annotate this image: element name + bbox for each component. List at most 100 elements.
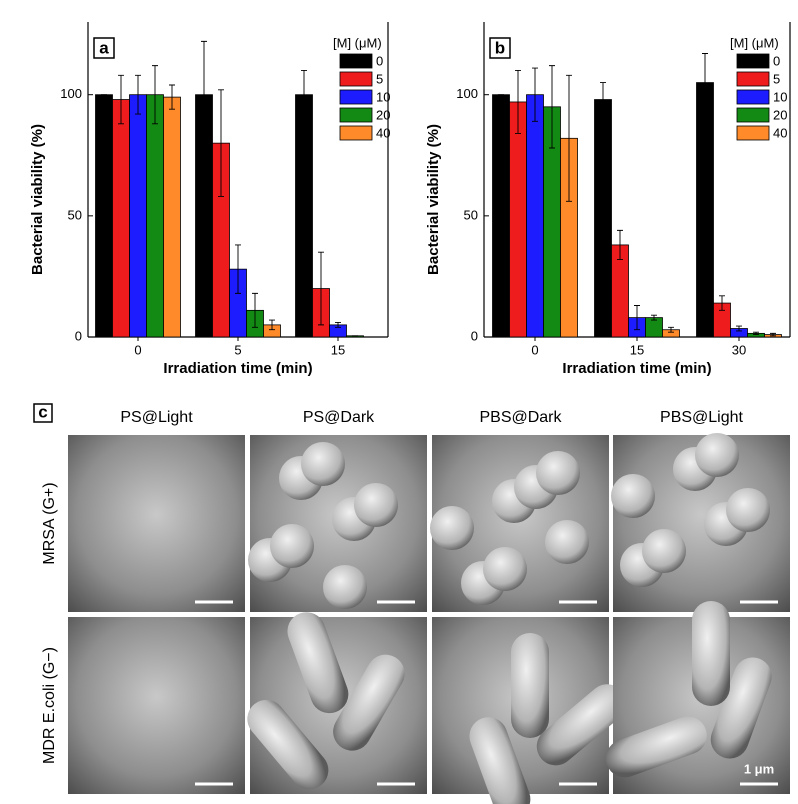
bar xyxy=(146,94,164,338)
legend-label: 40 xyxy=(773,125,787,140)
legend-label: 20 xyxy=(773,107,787,122)
bar xyxy=(112,99,130,338)
y-tick-label: 50 xyxy=(68,207,82,222)
error-bar xyxy=(719,295,725,311)
cell xyxy=(247,699,329,790)
bar xyxy=(696,82,714,338)
x-tick-label: 15 xyxy=(630,342,644,357)
panel-letter-box xyxy=(33,403,53,423)
legend-label: 40 xyxy=(376,125,390,140)
cell xyxy=(605,716,707,778)
cell xyxy=(611,474,655,518)
legend-title: [M] (μM) xyxy=(333,35,382,50)
error-bar xyxy=(318,251,324,326)
legend-label: 10 xyxy=(376,89,390,104)
sem-image xyxy=(68,617,245,794)
sem-image xyxy=(248,435,427,612)
error-bar xyxy=(566,74,572,202)
x-tick-label: 0 xyxy=(134,342,141,357)
bar xyxy=(594,99,612,338)
cell xyxy=(695,433,739,477)
column-label: PBS@Light xyxy=(660,409,744,426)
legend-swatch xyxy=(339,71,373,87)
cell xyxy=(287,612,349,714)
bar xyxy=(526,94,544,338)
cell xyxy=(726,488,770,532)
panel-letter-box xyxy=(93,37,115,59)
error-bar xyxy=(218,89,224,197)
sem-image xyxy=(68,435,245,612)
error-bar xyxy=(169,84,175,110)
y-axis-title: Bacterial viability (%) xyxy=(425,124,442,275)
sem-image xyxy=(247,612,427,794)
column-label: PS@Light xyxy=(120,409,193,426)
error-bar xyxy=(634,305,640,331)
cell xyxy=(301,442,345,486)
error-bar xyxy=(651,314,657,321)
cell xyxy=(430,506,474,550)
legend-label: 10 xyxy=(773,89,787,104)
cell xyxy=(710,657,772,759)
panel-letter: a xyxy=(99,38,109,57)
y-axis-title: Bacterial viability (%) xyxy=(29,124,46,275)
cell xyxy=(536,451,580,495)
legend-swatch xyxy=(736,107,770,123)
legend-label: 5 xyxy=(376,71,383,86)
cell xyxy=(642,529,686,573)
error-bar xyxy=(617,229,623,260)
cell xyxy=(354,483,398,527)
legend-swatch xyxy=(339,125,373,141)
bar xyxy=(509,101,527,338)
error-bar xyxy=(770,332,776,337)
error-bar xyxy=(301,70,307,120)
row-label: MDR E.coli (G−) xyxy=(41,647,58,764)
legend-swatch xyxy=(339,89,373,105)
y-tick-label: 100 xyxy=(60,86,82,101)
cell xyxy=(323,565,367,609)
cell xyxy=(545,520,589,564)
bar xyxy=(645,317,663,338)
row-label: MRSA (G+) xyxy=(41,482,58,564)
bar xyxy=(129,94,147,338)
x-tick-label: 0 xyxy=(531,342,538,357)
legend-label: 0 xyxy=(376,53,383,68)
error-bar xyxy=(269,319,275,331)
error-bar xyxy=(335,322,341,328)
cell xyxy=(469,717,531,804)
bar xyxy=(295,94,313,338)
sem-image xyxy=(611,433,790,612)
error-bar xyxy=(515,70,521,134)
sem-image xyxy=(605,601,790,794)
legend-swatch xyxy=(339,107,373,123)
panel-letter: c xyxy=(38,402,47,421)
scale-bar-label: 1 μm xyxy=(744,761,774,776)
error-bar xyxy=(252,292,258,328)
y-tick-label: 0 xyxy=(75,328,82,343)
legend-swatch xyxy=(736,71,770,87)
legend-label: 5 xyxy=(773,71,780,86)
error-bar xyxy=(135,74,141,115)
panel-letter: b xyxy=(495,38,505,57)
panel-letter-box xyxy=(489,37,511,59)
error-bar xyxy=(118,74,124,125)
legend-title: [M] (μM) xyxy=(730,35,779,50)
bar xyxy=(163,96,181,338)
legend-swatch xyxy=(736,53,770,69)
error-bar xyxy=(736,325,742,332)
cell xyxy=(483,547,527,591)
cell xyxy=(692,601,730,706)
legend-label: 20 xyxy=(376,107,390,122)
error-bar xyxy=(201,40,207,149)
cell xyxy=(536,684,627,766)
legend-label: 0 xyxy=(773,53,780,68)
x-tick-label: 15 xyxy=(331,342,345,357)
x-axis-title: Irradiation time (min) xyxy=(562,360,711,377)
x-axis-title: Irradiation time (min) xyxy=(163,360,312,377)
cell xyxy=(511,633,549,738)
sem-background xyxy=(68,435,245,612)
column-label: PS@Dark xyxy=(303,409,375,426)
legend-swatch xyxy=(339,53,373,69)
error-bar xyxy=(668,326,674,333)
error-bar xyxy=(549,65,555,149)
